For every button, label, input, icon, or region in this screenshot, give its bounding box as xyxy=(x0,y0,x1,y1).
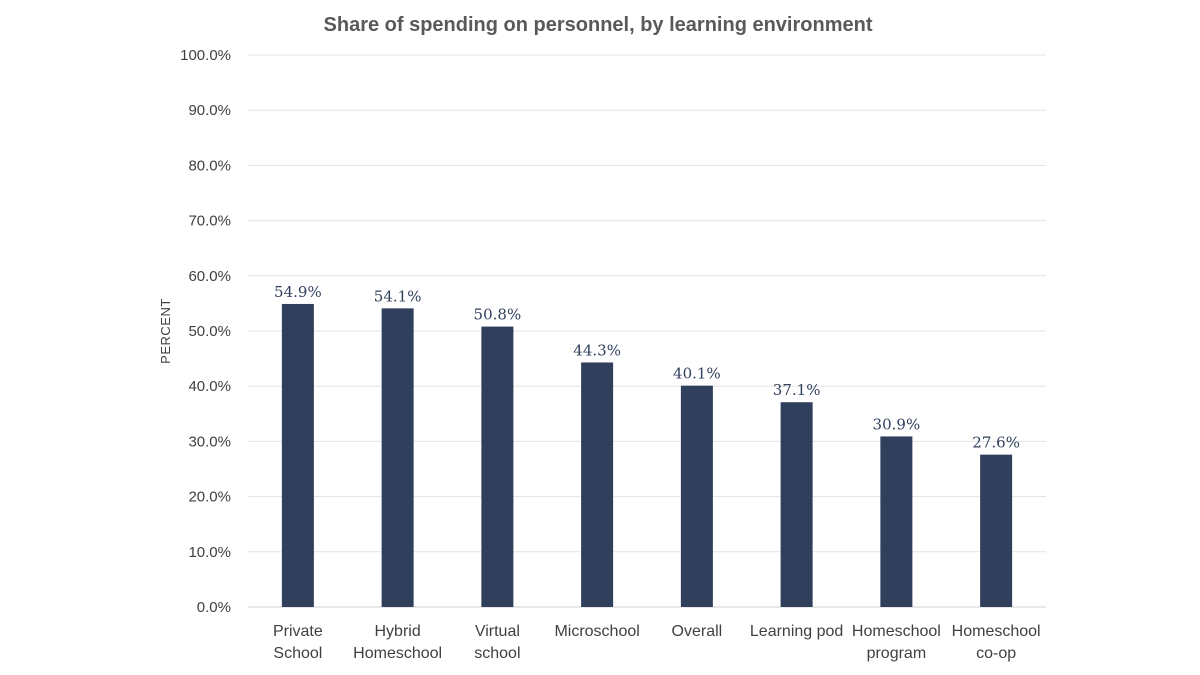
x-tick-label: Microschool xyxy=(554,623,639,640)
x-tick-label: Virtual school xyxy=(474,623,520,662)
x-tick-label: Overall xyxy=(672,623,723,640)
y-tick-label: 10.0% xyxy=(188,544,231,561)
data-labels: 54.9% 54.1% 50.8% 44.3% 40.1% 37.1% 30.9% 27.6% xyxy=(274,283,1020,452)
data-label: 37.1% xyxy=(773,381,821,399)
data-label: 44.3% xyxy=(573,341,621,359)
x-tick-label-line: Homeschool xyxy=(353,645,442,662)
y-tick-label: 90.0% xyxy=(188,102,231,119)
y-tick-label: 100.0% xyxy=(180,47,231,64)
data-label: 54.1% xyxy=(374,287,422,305)
x-tick-label-line: Homeschool xyxy=(852,623,941,640)
x-tick-label-line: program xyxy=(867,645,927,662)
data-label: 50.8% xyxy=(474,306,522,324)
x-tick-label: Homeschool co-op xyxy=(952,623,1041,662)
x-tick-label-line: Homeschool xyxy=(952,623,1041,640)
y-axis-ticks: 0.0% 10.0% 20.0% 30.0% 40.0% 50.0% 60.0% 70.0% 8… xyxy=(180,47,231,616)
x-tick-label-line: Virtual xyxy=(475,623,520,640)
data-label: 27.6% xyxy=(972,434,1020,452)
data-label: 40.1% xyxy=(673,365,721,383)
y-tick-label: 70.0% xyxy=(188,213,231,230)
gridlines xyxy=(248,54,1046,608)
data-label: 54.9% xyxy=(274,283,322,301)
bar xyxy=(980,454,1013,607)
x-tick-label-line: co-op xyxy=(976,645,1016,662)
bar xyxy=(680,385,713,607)
y-tick-label: 50.0% xyxy=(188,323,231,340)
bar xyxy=(780,402,813,607)
y-axis-label: PERCENT xyxy=(158,298,173,364)
chart-title: Share of spending on personnel, by learn… xyxy=(324,14,873,36)
x-tick-label-line: Overall xyxy=(672,623,723,640)
x-tick-label-line: Microschool xyxy=(554,623,639,640)
bar xyxy=(581,362,614,607)
data-label: 30.9% xyxy=(873,415,921,433)
x-tick-label-line: Learning pod xyxy=(750,623,843,640)
y-tick-label: 30.0% xyxy=(188,433,231,450)
bar xyxy=(381,308,414,607)
x-tick-label-line: school xyxy=(474,645,520,662)
y-tick-label: 60.0% xyxy=(188,268,231,285)
y-tick-label: 40.0% xyxy=(188,378,231,395)
bar xyxy=(281,303,314,607)
y-tick-label: 0.0% xyxy=(197,599,231,616)
bar xyxy=(880,436,913,607)
y-tick-label: 20.0% xyxy=(188,489,231,506)
x-tick-label: Hybrid Homeschool xyxy=(353,623,442,662)
x-tick-label-line: Private xyxy=(273,623,323,640)
x-tick-label-line: Hybrid xyxy=(375,623,421,640)
y-tick-label: 80.0% xyxy=(188,157,231,174)
x-tick-label: Learning pod xyxy=(750,623,843,640)
x-tick-label-line: School xyxy=(273,645,322,662)
x-axis-ticks: Private School Hybrid Homeschool Virtual scho… xyxy=(273,623,1041,662)
x-tick-label: Private School xyxy=(273,623,323,662)
bar xyxy=(481,326,514,607)
bars xyxy=(281,303,1013,607)
x-tick-label: Homeschool program xyxy=(852,623,941,662)
